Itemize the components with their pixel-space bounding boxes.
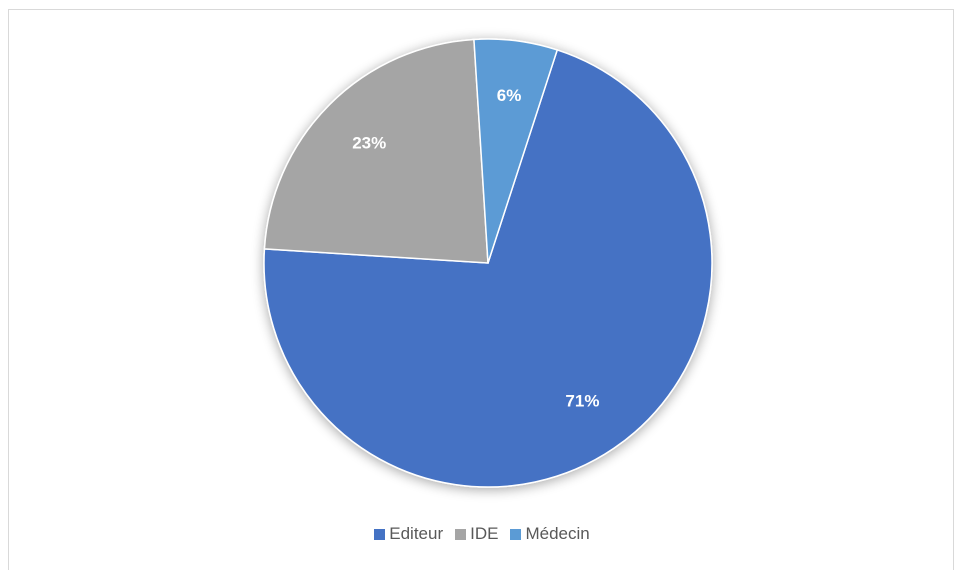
data-label-editeur: 71% <box>565 391 599 410</box>
legend-item: Médecin <box>510 524 590 544</box>
pie-chart: 71% 23% 6% <box>263 38 713 488</box>
legend-label: Médecin <box>525 524 590 543</box>
pie-labels: 71% 23% 6% <box>352 86 599 411</box>
pie-slice-ide <box>263 38 489 264</box>
pie-slice-medecin <box>473 38 559 264</box>
legend-item: IDE <box>455 524 498 544</box>
legend: Editeur IDE Médecin <box>9 524 955 544</box>
legend-label: IDE <box>470 524 499 543</box>
pie-slices <box>263 38 713 488</box>
legend-label: Editeur <box>389 524 444 543</box>
pie-slice-editeur <box>263 49 713 488</box>
legend-item: Editeur <box>374 524 443 544</box>
data-label-medecin: 6% <box>497 86 522 105</box>
legend-swatch <box>455 528 467 540</box>
chart-area: 71% 23% 6% Editeur IDE Médecin <box>8 9 954 570</box>
legend-swatch <box>374 528 386 540</box>
legend-swatch <box>510 528 522 540</box>
data-label-ide: 23% <box>352 134 386 153</box>
